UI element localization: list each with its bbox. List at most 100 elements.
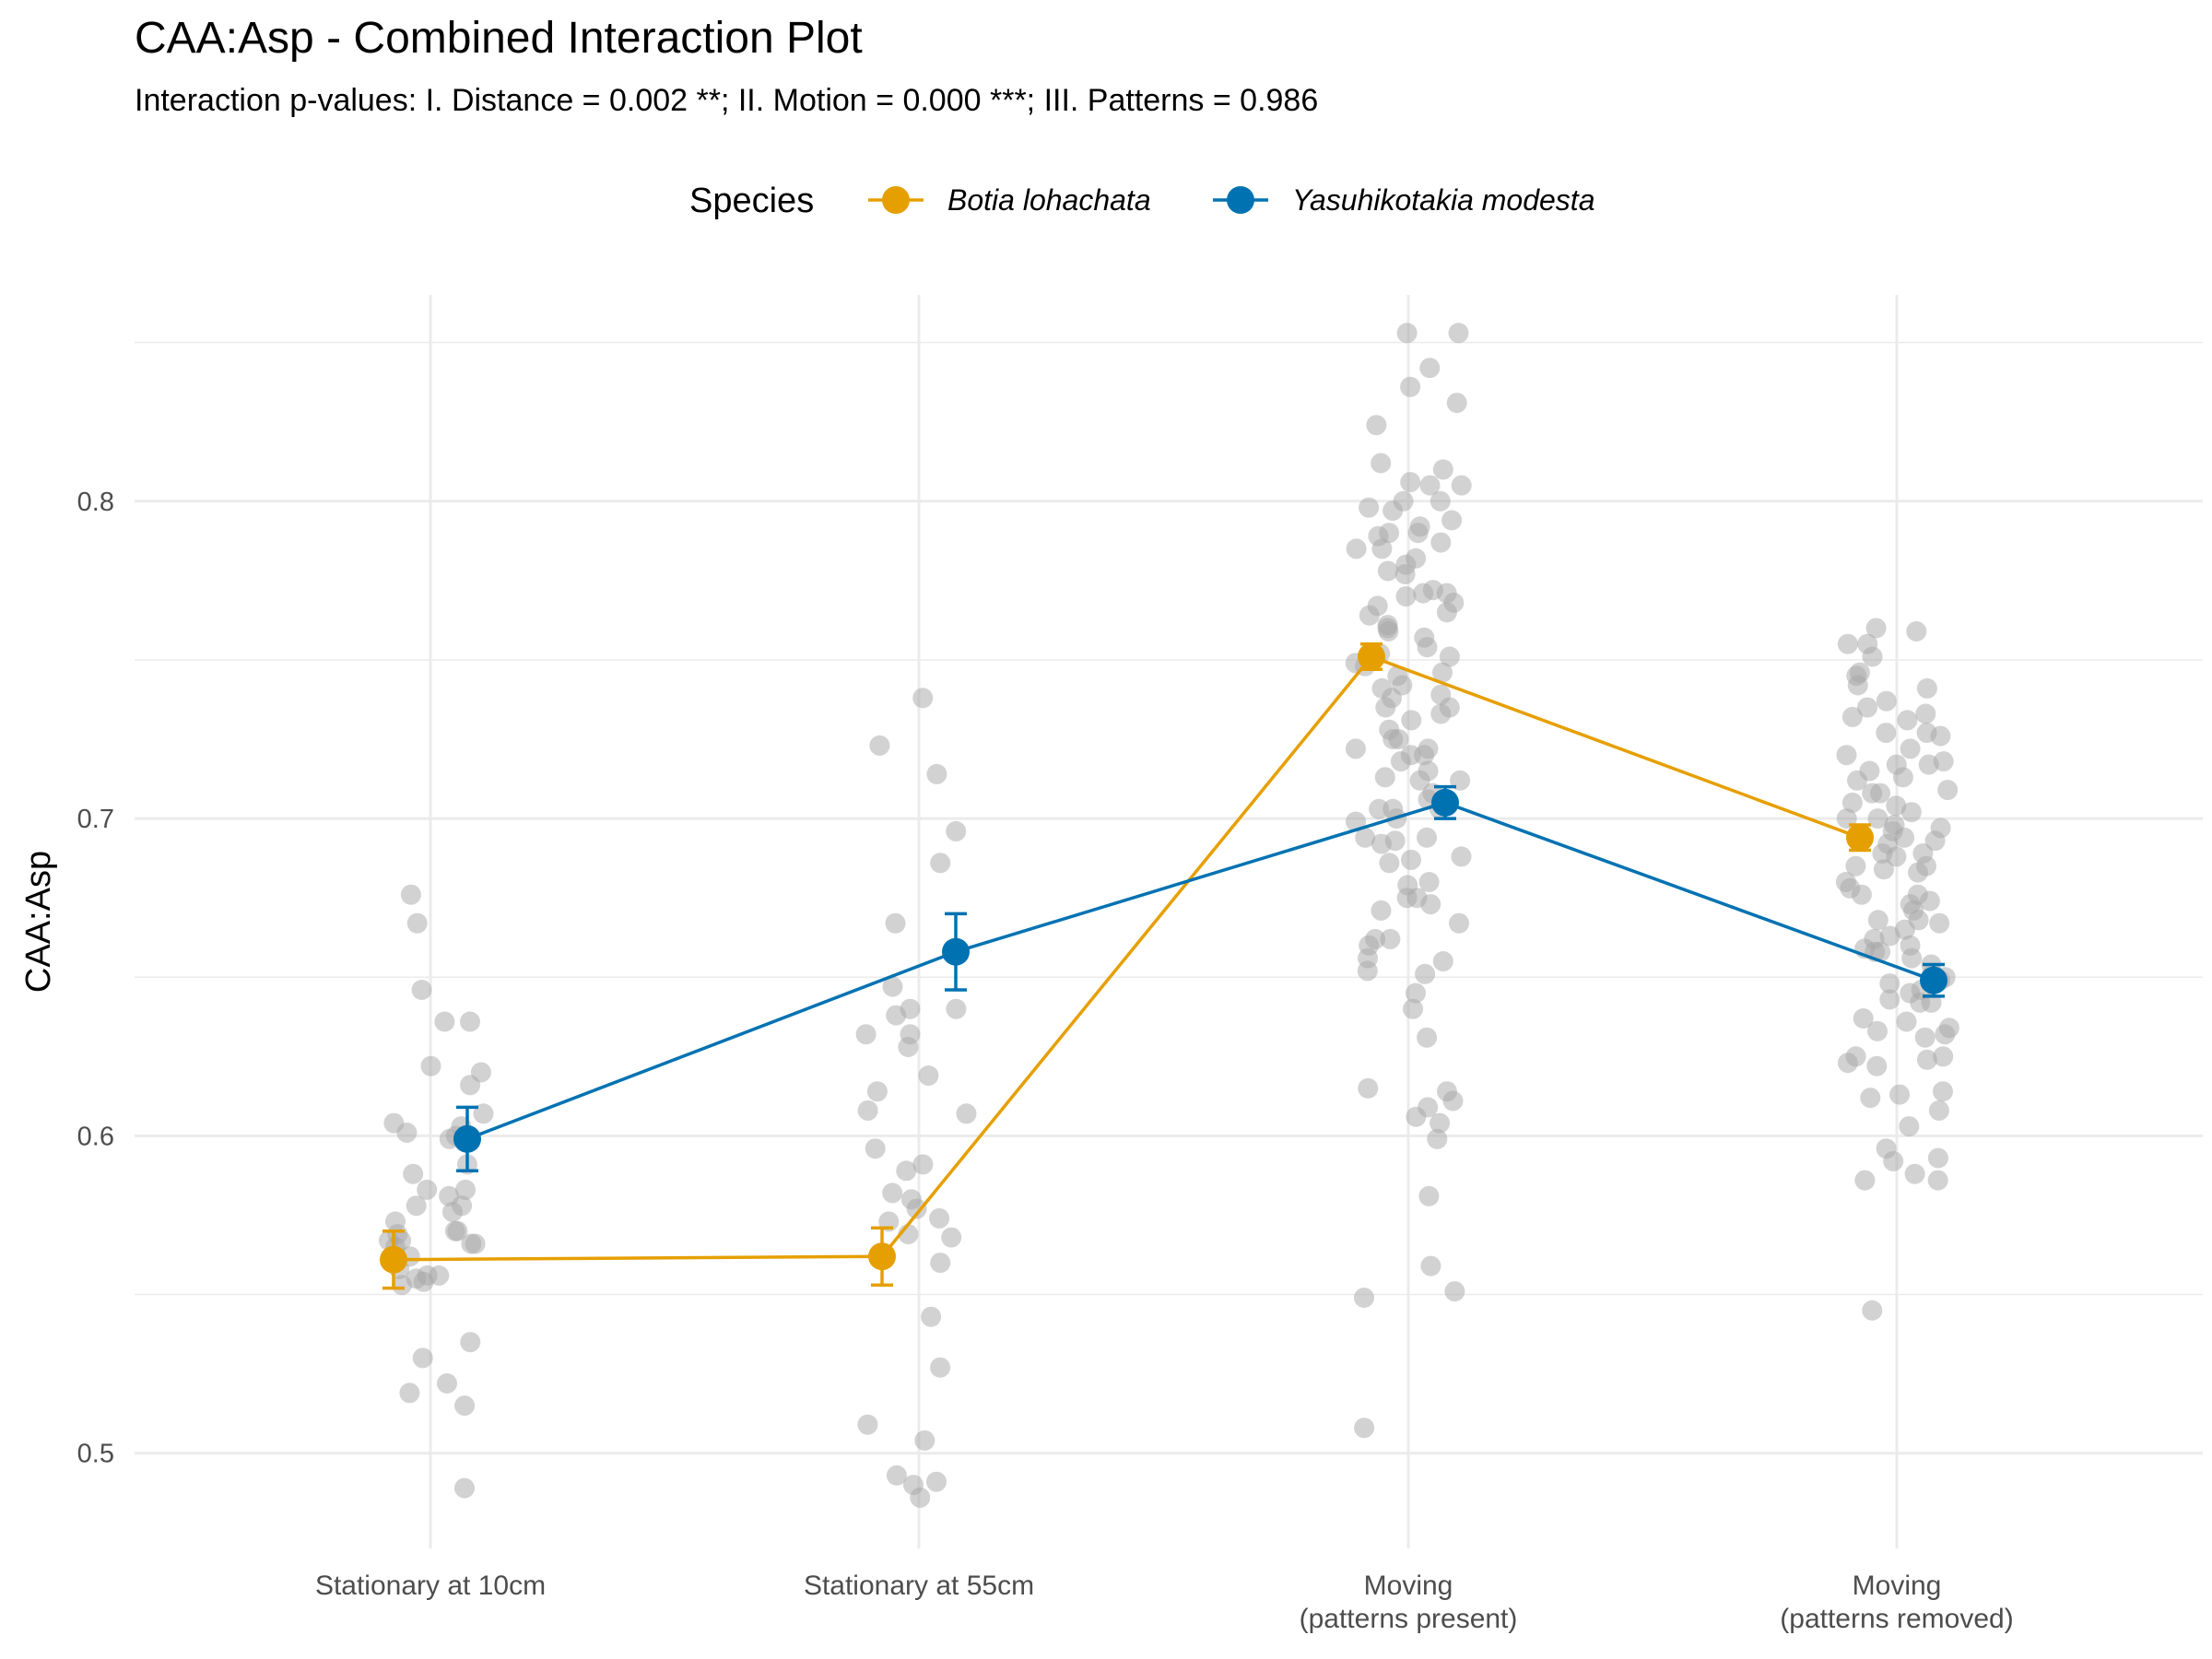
legend: Species Botia lohachata Yasuhikotakia mode… [689,182,1594,220]
raw-data-point [1358,1077,1379,1099]
raw-data-point [1396,323,1418,344]
mean-point [1846,823,1874,852]
raw-data-point [1927,1147,1948,1169]
legend-label: Yasuhikotakia modesta [1292,183,1594,217]
raw-data-point [406,1195,427,1217]
legend-key-point [882,186,910,214]
raw-data-point [857,1414,878,1435]
raw-data-point [1418,1097,1439,1118]
raw-data-point [1409,770,1430,791]
raw-data-point [1849,662,1870,683]
raw-data-point [929,1207,950,1229]
raw-data-point [1866,1055,1888,1077]
raw-data-point [1448,323,1469,344]
raw-data-point [1935,1024,1956,1045]
raw-data-point [1916,1049,1937,1070]
raw-data-point [1355,827,1376,848]
raw-data-point [447,1220,468,1241]
raw-data-point [1924,830,1946,852]
raw-data-point [1916,677,1937,699]
raw-data-point [1937,780,1959,801]
raw-data-point [1366,415,1387,436]
raw-data-point [1853,1008,1874,1029]
raw-data-point [1845,855,1866,877]
raw-data-point [1879,925,1900,947]
raw-data-point [1442,1090,1464,1112]
raw-data-point [1439,646,1460,667]
raw-data-point [1859,760,1880,782]
raw-data-point [1867,1020,1888,1041]
raw-points-layer [378,323,1959,1508]
raw-data-point [1860,1088,1881,1109]
raw-data-point [452,1195,473,1217]
raw-data-point [1873,859,1894,880]
raw-data-point [1377,560,1398,582]
raw-data-point [1417,637,1438,658]
raw-data-point [1933,1046,1954,1067]
raw-data-point [1451,846,1472,867]
raw-data-point [1441,510,1463,531]
raw-data-point [912,688,934,709]
raw-data-point [406,912,428,934]
series-line [393,654,1861,1262]
axes-layer: 0.5 0.6 0.7 0.8 Stationary at 10cm Stationary… [19,488,2014,1634]
raw-data-point [434,1011,455,1032]
raw-data-point [1918,754,1939,775]
x-tick-label: Moving [1853,1571,1942,1601]
raw-data-point [930,1357,951,1378]
raw-data-point [1929,912,1950,934]
raw-data-point [1371,538,1393,559]
raw-data-point [869,735,890,756]
raw-data-point [1354,1288,1374,1308]
raw-data-point [926,1471,947,1492]
raw-data-point [1358,947,1379,969]
legend-key-point [1227,186,1254,214]
raw-data-point [403,1163,424,1184]
raw-data-point [1915,703,1936,724]
raw-data-point [1403,998,1423,1019]
raw-data-point [956,1103,977,1124]
x-tick-label: Stationary at 10cm [315,1571,546,1601]
raw-data-point [1900,802,1922,823]
raw-data-point [417,1179,438,1200]
raw-data-point [1896,1011,1917,1032]
raw-data-point [865,1138,886,1159]
mean-point [1920,966,1947,994]
raw-data-point [1901,947,1923,969]
raw-data-point [1916,855,1936,877]
series-line [466,801,1935,1141]
mean-point [942,937,970,966]
raw-data-point [1354,1418,1375,1439]
raw-data-point [1886,795,1907,817]
raw-data-point [1904,1163,1925,1184]
raw-data-point [1371,900,1392,921]
raw-data-point [941,1227,962,1248]
raw-data-point [946,820,967,841]
raw-data-point [1395,586,1417,607]
raw-data-point [1439,697,1460,718]
raw-data-point [1432,662,1453,683]
raw-data-point [1879,973,1900,994]
raw-data-point [946,998,967,1019]
raw-data-point [1841,706,1863,727]
raw-data-point [906,1198,927,1219]
series-layer [380,641,1947,1290]
raw-data-point [1427,1128,1448,1149]
raw-data-point [930,853,951,874]
mean-point [380,1245,407,1274]
raw-data-point [1870,782,1890,804]
raw-data-point [1841,792,1863,813]
raw-data-point [1374,767,1395,788]
raw-data-point [1346,538,1367,559]
y-tick-label: 0.5 [77,1440,114,1469]
raw-data-point [437,1373,457,1394]
mean-point [453,1124,481,1153]
raw-data-point [1883,1150,1904,1171]
raw-data-point [1897,710,1918,731]
raw-data-point [1886,754,1907,775]
raw-data-point [1886,846,1907,867]
raw-data-point [1865,618,1887,639]
raw-data-point [886,1005,907,1026]
raw-data-point [1836,745,1857,766]
raw-data-point [1375,697,1396,718]
